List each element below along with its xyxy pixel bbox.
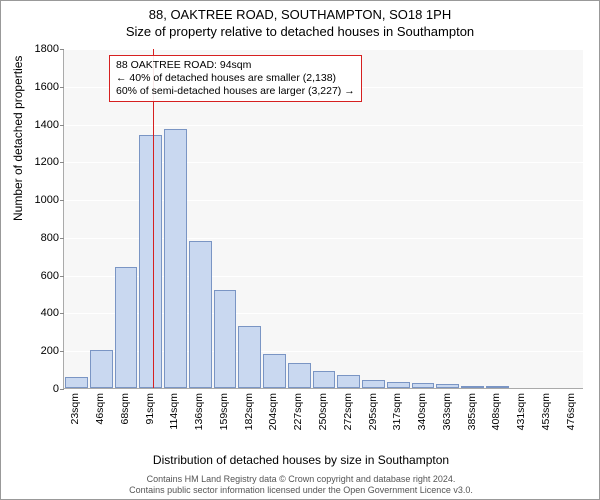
footer-line2: Contains public sector information licen… xyxy=(1,485,600,496)
chart-title-line2: Size of property relative to detached ho… xyxy=(1,22,599,39)
xtick-label: 363sqm xyxy=(441,393,453,430)
ytick-mark xyxy=(60,276,64,277)
histogram-bar xyxy=(461,386,484,388)
xtick-label: 317sqm xyxy=(391,393,403,430)
ytick-label: 0 xyxy=(19,383,59,395)
xtick-label: 46sqm xyxy=(94,393,106,425)
xtick-label: 340sqm xyxy=(416,393,428,430)
gridline xyxy=(64,49,583,50)
xtick-label: 136sqm xyxy=(193,393,205,430)
xtick-label: 250sqm xyxy=(317,393,329,430)
ytick-label: 1200 xyxy=(19,156,59,168)
ytick-label: 800 xyxy=(19,232,59,244)
xtick-label: 431sqm xyxy=(515,393,527,430)
xtick-label: 23sqm xyxy=(69,393,81,425)
xtick-label: 272sqm xyxy=(342,393,354,430)
histogram-bar xyxy=(115,267,138,388)
histogram-bar xyxy=(238,326,261,388)
histogram-bar xyxy=(436,384,459,388)
plot-area: 88 OAKTREE ROAD: 94sqm← 40% of detached … xyxy=(63,49,583,389)
ytick-label: 600 xyxy=(19,270,59,282)
chart-title-line1: 88, OAKTREE ROAD, SOUTHAMPTON, SO18 1PH xyxy=(1,1,599,22)
xtick-label: 204sqm xyxy=(267,393,279,430)
histogram-bar xyxy=(139,135,162,388)
xtick-label: 227sqm xyxy=(292,393,304,430)
ytick-mark xyxy=(60,313,64,314)
ytick-label: 1000 xyxy=(19,194,59,206)
histogram-bar xyxy=(214,290,237,388)
ytick-mark xyxy=(60,200,64,201)
xtick-label: 68sqm xyxy=(119,393,131,425)
xtick-label: 408sqm xyxy=(490,393,502,430)
chart-container: 88, OAKTREE ROAD, SOUTHAMPTON, SO18 1PH … xyxy=(0,0,600,500)
annotation-box: 88 OAKTREE ROAD: 94sqm← 40% of detached … xyxy=(109,55,362,102)
ytick-mark xyxy=(60,162,64,163)
histogram-bar xyxy=(362,380,385,388)
ytick-label: 1400 xyxy=(19,119,59,131)
ytick-mark xyxy=(60,87,64,88)
histogram-bar xyxy=(263,354,286,388)
ytick-mark xyxy=(60,238,64,239)
xtick-label: 385sqm xyxy=(466,393,478,430)
gridline xyxy=(64,389,583,390)
ytick-mark xyxy=(60,125,64,126)
xtick-label: 295sqm xyxy=(367,393,379,430)
histogram-bar xyxy=(164,129,187,388)
ytick-mark xyxy=(60,389,64,390)
xtick-label: 476sqm xyxy=(565,393,577,430)
plot-wrap: 88 OAKTREE ROAD: 94sqm← 40% of detached … xyxy=(63,49,583,419)
histogram-bar xyxy=(65,377,88,388)
histogram-bar xyxy=(189,241,212,388)
annotation-line: ← 40% of detached houses are smaller (2,… xyxy=(116,72,355,85)
ytick-mark xyxy=(60,49,64,50)
footer-attribution: Contains HM Land Registry data © Crown c… xyxy=(1,474,600,496)
ytick-label: 400 xyxy=(19,307,59,319)
footer-line1: Contains HM Land Registry data © Crown c… xyxy=(1,474,600,485)
xtick-label: 453sqm xyxy=(540,393,552,430)
xtick-label: 182sqm xyxy=(243,393,255,430)
ytick-mark xyxy=(60,351,64,352)
xtick-label: 114sqm xyxy=(168,393,180,430)
histogram-bar xyxy=(313,371,336,388)
ytick-label: 1800 xyxy=(19,43,59,55)
annotation-line: 88 OAKTREE ROAD: 94sqm xyxy=(116,59,355,72)
ytick-label: 1600 xyxy=(19,81,59,93)
histogram-bar xyxy=(486,386,509,388)
histogram-bar xyxy=(412,383,435,388)
xtick-label: 159sqm xyxy=(218,393,230,430)
ytick-label: 200 xyxy=(19,345,59,357)
histogram-bar xyxy=(387,382,410,388)
gridline xyxy=(64,125,583,126)
histogram-bar xyxy=(337,375,360,388)
annotation-line: 60% of semi-detached houses are larger (… xyxy=(116,85,355,98)
x-axis-label: Distribution of detached houses by size … xyxy=(1,453,600,467)
histogram-bar xyxy=(288,363,311,388)
histogram-bar xyxy=(90,350,113,388)
xtick-label: 91sqm xyxy=(144,393,156,425)
